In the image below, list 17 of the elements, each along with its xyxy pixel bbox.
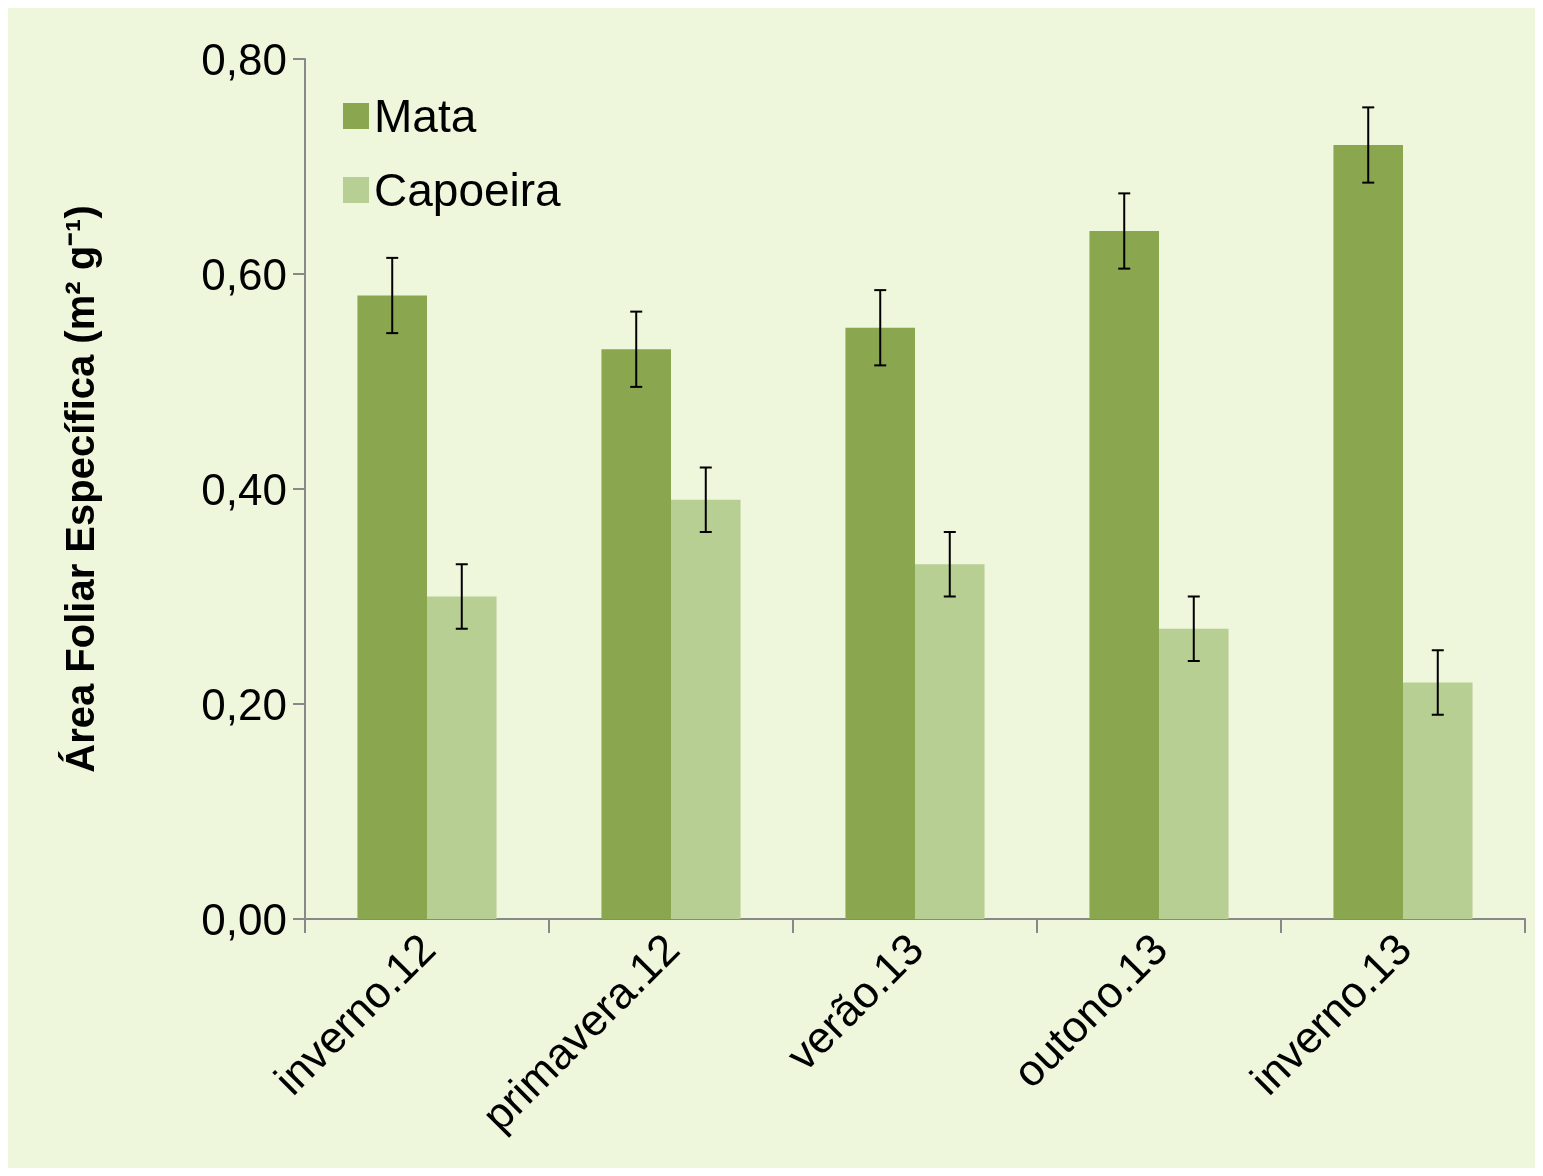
bar — [1403, 682, 1473, 919]
y-tick-label: 0,20 — [201, 679, 287, 729]
y-axis-title: Área Foliar Específica (m² g⁻¹) — [58, 205, 102, 773]
bar — [357, 295, 427, 919]
bar — [601, 349, 671, 919]
bar — [845, 327, 915, 919]
bar — [1089, 231, 1159, 919]
bar — [915, 564, 985, 919]
y-tick-label: 0,80 — [201, 34, 287, 84]
bar — [427, 596, 497, 919]
bar — [1159, 628, 1229, 919]
legend-label: Mata — [374, 90, 477, 142]
bar — [1333, 145, 1403, 919]
y-tick-label: 0,40 — [201, 464, 287, 514]
legend-label: Capoeira — [374, 164, 562, 216]
bar — [671, 499, 741, 919]
y-tick-label: 0,60 — [201, 249, 287, 299]
